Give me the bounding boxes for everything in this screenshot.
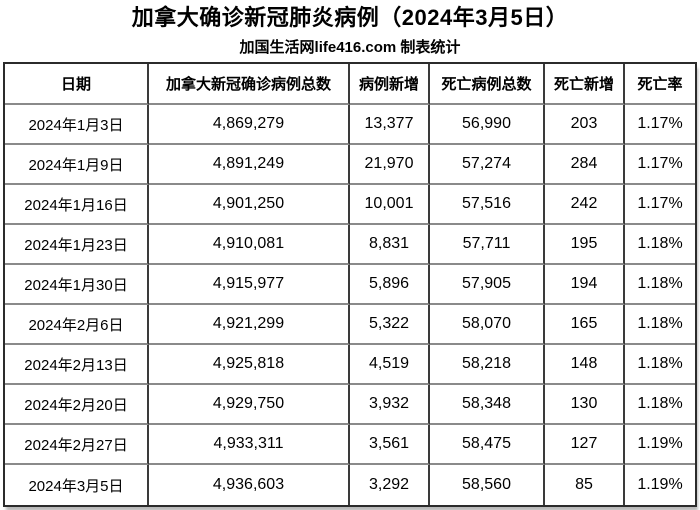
value-cell: 57,274 bbox=[430, 145, 545, 185]
value-cell: 85 bbox=[545, 465, 625, 505]
value-cell: 58,348 bbox=[430, 385, 545, 425]
value-cell: 1.17% bbox=[625, 105, 695, 145]
table-row: 2024年1月3日 4,869,279 13,377 56,990 203 1.17% bbox=[5, 105, 695, 145]
value-cell: 13,377 bbox=[350, 105, 430, 145]
value-cell: 1.17% bbox=[625, 185, 695, 225]
source-caption: 加国生活网life416.com 制表统计 bbox=[239, 39, 461, 56]
value-cell: 4,929,750 bbox=[149, 385, 350, 425]
value-cell: 203 bbox=[545, 105, 625, 145]
value-cell: 10,001 bbox=[350, 185, 430, 225]
value-cell: 58,475 bbox=[430, 425, 545, 465]
value-cell: 1.18% bbox=[625, 305, 695, 345]
value-cell: 4,925,818 bbox=[149, 345, 350, 385]
table-row: 2024年2月27日 4,933,311 3,561 58,475 127 1.19% bbox=[5, 425, 695, 465]
date-cell: 2024年1月3日 bbox=[5, 105, 149, 145]
column-header: 死亡病例总数 bbox=[430, 64, 545, 105]
date-cell: 2024年2月27日 bbox=[5, 425, 149, 465]
value-cell: 57,711 bbox=[430, 225, 545, 265]
value-cell: 4,891,249 bbox=[149, 145, 350, 185]
value-cell: 4,915,977 bbox=[149, 265, 350, 305]
value-cell: 1.17% bbox=[625, 145, 695, 185]
value-cell: 1.18% bbox=[625, 345, 695, 385]
value-cell: 195 bbox=[545, 225, 625, 265]
value-cell: 130 bbox=[545, 385, 625, 425]
value-cell: 4,869,279 bbox=[149, 105, 350, 145]
table-row: 2024年2月20日 4,929,750 3,932 58,348 130 1.18% bbox=[5, 385, 695, 425]
value-cell: 4,519 bbox=[350, 345, 430, 385]
date-cell: 2024年1月23日 bbox=[5, 225, 149, 265]
value-cell: 4,910,081 bbox=[149, 225, 350, 265]
table-row: 2024年1月23日 4,910,081 8,831 57,711 195 1.18% bbox=[5, 225, 695, 265]
value-cell: 4,933,311 bbox=[149, 425, 350, 465]
date-cell: 2024年2月6日 bbox=[5, 305, 149, 345]
value-cell: 3,292 bbox=[350, 465, 430, 505]
value-cell: 4,901,250 bbox=[149, 185, 350, 225]
date-cell: 2024年1月9日 bbox=[5, 145, 149, 185]
value-cell: 4,921,299 bbox=[149, 305, 350, 345]
value-cell: 1.19% bbox=[625, 425, 695, 465]
covid-stats-table: 日期 加拿大新冠确诊病例总数 病例新增 死亡病例总数 死亡新增 死亡率 2024年1月3日… bbox=[3, 62, 697, 507]
table-row: 2024年3月5日 4,936,603 3,292 58,560 85 1.19% bbox=[5, 465, 695, 505]
table-row: 2024年2月6日 4,921,299 5,322 58,070 165 1.18% bbox=[5, 305, 695, 345]
value-cell: 56,990 bbox=[430, 105, 545, 145]
column-header: 死亡新增 bbox=[545, 64, 625, 105]
value-cell: 58,070 bbox=[430, 305, 545, 345]
date-cell: 2024年3月5日 bbox=[5, 465, 149, 505]
value-cell: 1.19% bbox=[637, 476, 683, 493]
value-cell: 3,561 bbox=[350, 425, 430, 465]
table-row: 2024年1月9日 4,891,249 21,970 57,274 284 1.17% bbox=[5, 145, 695, 185]
value-cell: 127 bbox=[545, 425, 625, 465]
date-cell: 2024年1月16日 bbox=[5, 185, 149, 225]
value-cell: 21,970 bbox=[350, 145, 430, 185]
column-header: 加拿大新冠确诊病例总数 bbox=[149, 64, 350, 105]
date-cell: 2024年2月20日 bbox=[5, 385, 149, 425]
column-header: 病例新增 bbox=[350, 64, 430, 105]
value-cell: 57,516 bbox=[430, 185, 545, 225]
value-cell: 5,896 bbox=[350, 265, 430, 305]
value-cell: 1.18% bbox=[625, 225, 695, 265]
value-cell: 5,322 bbox=[350, 305, 430, 345]
value-cell: 4,936,603 bbox=[149, 465, 350, 505]
value-cell: 58,560 bbox=[430, 465, 545, 505]
value-cell: 1.18% bbox=[625, 385, 695, 425]
value-cell: 8,831 bbox=[350, 225, 430, 265]
header-row: 日期 加拿大新冠确诊病例总数 病例新增 死亡病例总数 死亡新增 死亡率 bbox=[5, 64, 695, 105]
page-title: 加拿大确诊新冠肺炎病例（2024年3月5日） bbox=[131, 5, 569, 30]
value-cell: 1.18% bbox=[625, 265, 695, 305]
table-row: 2024年1月16日 4,901,250 10,001 57,516 242 1.17% bbox=[5, 185, 695, 225]
table-row: 2024年1月30日 4,915,977 5,896 57,905 194 1.18% bbox=[5, 265, 695, 305]
column-header: 死亡率 bbox=[625, 64, 695, 105]
value-cell: 57,905 bbox=[430, 265, 545, 305]
value-cell: 148 bbox=[545, 345, 625, 385]
value-cell: 165 bbox=[545, 305, 625, 345]
value-cell: 194 bbox=[545, 265, 625, 305]
table-row: 2024年2月13日 4,925,818 4,519 58,218 148 1.18% bbox=[5, 345, 695, 385]
value-cell: 58,218 bbox=[430, 345, 545, 385]
column-header: 日期 bbox=[5, 64, 149, 105]
date-cell: 2024年1月30日 bbox=[5, 265, 149, 305]
date-cell: 2024年2月13日 bbox=[5, 345, 149, 385]
value-cell: 242 bbox=[545, 185, 625, 225]
value-cell: 3,932 bbox=[350, 385, 430, 425]
value-cell: 284 bbox=[545, 145, 625, 185]
